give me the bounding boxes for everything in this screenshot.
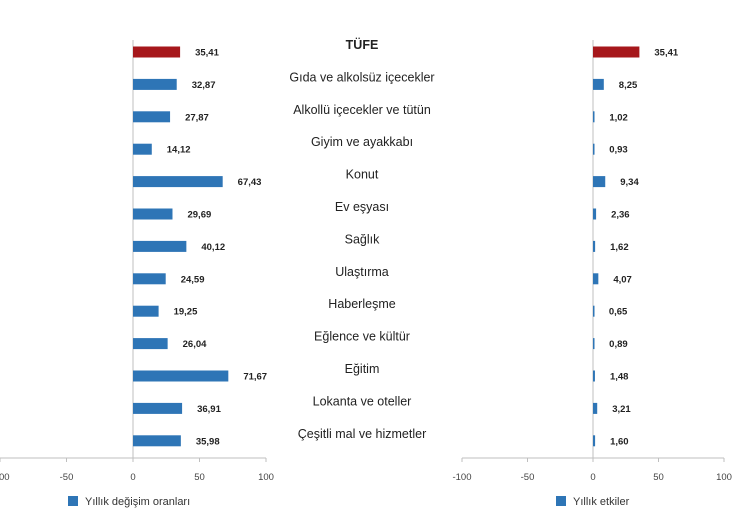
- right-bar: [593, 240, 596, 252]
- category-label: Ev eşyası: [335, 200, 389, 214]
- left-data-label: 24,59: [181, 274, 205, 285]
- right-data-label: 1,60: [610, 436, 629, 447]
- right-data-label: 0,89: [609, 339, 628, 350]
- left-data-label: 35,41: [195, 48, 219, 59]
- legends: Yıllık değişim oranları Yıllık etkiler: [68, 496, 630, 508]
- left-bar: [133, 273, 166, 285]
- left-data-label: 14,12: [167, 145, 191, 156]
- left-legend-swatch: [68, 496, 78, 506]
- left-data-label: 29,69: [187, 210, 211, 221]
- left-data-label: 35,98: [196, 436, 220, 447]
- right-x-tick-label: 50: [653, 472, 664, 483]
- left-bar: [133, 338, 168, 350]
- left-data-label: 67,43: [238, 177, 262, 188]
- left-bar: [133, 143, 152, 155]
- right-x-tick-label: 0: [590, 472, 595, 483]
- category-label: Eğlence ve kültür: [314, 330, 410, 344]
- left-data-label: 71,67: [243, 372, 267, 383]
- left-bar-panel: -100 -50 0 50 100 35,41 32,87 27,87 14,12 67,43 29…: [0, 40, 274, 483]
- category-label: Sağlık: [345, 232, 380, 246]
- right-data-label: 1,02: [609, 112, 628, 123]
- right-data-label: 2,36: [611, 210, 630, 221]
- left-bar: [133, 402, 183, 414]
- category-label: TÜFE: [346, 37, 379, 52]
- right-x-tick-label: -50: [521, 472, 535, 483]
- category-label: Alkollü içecekler ve tütün: [293, 103, 431, 117]
- left-bar: [133, 208, 173, 220]
- right-data-label: 4,07: [613, 274, 632, 285]
- right-x-tick-label: 100: [716, 472, 732, 483]
- left-legend-label: Yıllık değişim oranları: [85, 496, 190, 508]
- right-bar: [593, 46, 640, 58]
- right-bar: [593, 143, 595, 155]
- category-label: Haberleşme: [328, 297, 395, 311]
- right-x-tick-label: -100: [452, 472, 471, 483]
- right-bar-panel: -100 -50 0 50 100 35,41 8,25 1,02 0,93 9,34 2,36 1,…: [452, 40, 732, 483]
- category-label: Konut: [346, 168, 379, 182]
- right-data-label: 1,62: [610, 242, 629, 253]
- right-legend-swatch: [556, 496, 566, 506]
- right-bar: [593, 305, 595, 317]
- left-bar: [133, 305, 159, 317]
- right-bar: [593, 273, 599, 285]
- left-x-tick-label: -50: [60, 472, 74, 483]
- category-label: Eğitim: [345, 362, 380, 376]
- right-legend-label: Yıllık etkiler: [573, 496, 630, 508]
- category-label: Çeşitli mal ve hizmetler: [298, 427, 427, 441]
- left-bar: [133, 111, 171, 123]
- category-label: Gıda ve alkolsüz içecekler: [289, 70, 434, 84]
- left-x-tick-label: 100: [258, 472, 274, 483]
- right-bar: [593, 435, 596, 447]
- category-label: Giyim ve ayakkabı: [311, 135, 413, 149]
- left-data-label: 40,12: [201, 242, 225, 253]
- right-data-label: 8,25: [619, 80, 638, 91]
- left-x-tick-label: 50: [194, 472, 205, 483]
- right-bar: [593, 370, 595, 382]
- right-bar: [593, 176, 606, 188]
- right-data-label: 1,48: [610, 372, 629, 383]
- left-data-label: 26,04: [183, 339, 207, 350]
- right-bar: [593, 402, 598, 414]
- left-bar: [133, 435, 181, 447]
- right-bar: [593, 338, 595, 350]
- right-bar: [593, 111, 595, 123]
- left-data-label: 32,87: [192, 80, 216, 91]
- right-data-label: 0,93: [609, 145, 628, 156]
- category-labels: TÜFE Gıda ve alkolsüz içecekler Alkollü iç…: [289, 37, 434, 441]
- category-label: Lokanta ve oteller: [313, 394, 412, 408]
- right-data-label: 0,65: [609, 307, 628, 318]
- left-bar: [133, 370, 229, 382]
- left-bar: [133, 78, 177, 90]
- category-label: Ulaştırma: [335, 265, 389, 279]
- left-bar: [133, 240, 187, 252]
- right-data-label: 3,21: [612, 404, 631, 415]
- right-bar: [593, 78, 604, 90]
- right-bar: [593, 208, 597, 220]
- left-data-label: 19,25: [174, 307, 198, 318]
- left-data-label: 36,91: [197, 404, 221, 415]
- right-data-label: 35,41: [654, 48, 678, 59]
- right-data-label: 9,34: [620, 177, 639, 188]
- left-bar: [133, 176, 223, 188]
- left-x-tick-label: -100: [0, 472, 10, 483]
- left-data-label: 27,87: [185, 112, 209, 123]
- left-x-tick-label: 0: [130, 472, 135, 483]
- left-bar: [133, 46, 181, 58]
